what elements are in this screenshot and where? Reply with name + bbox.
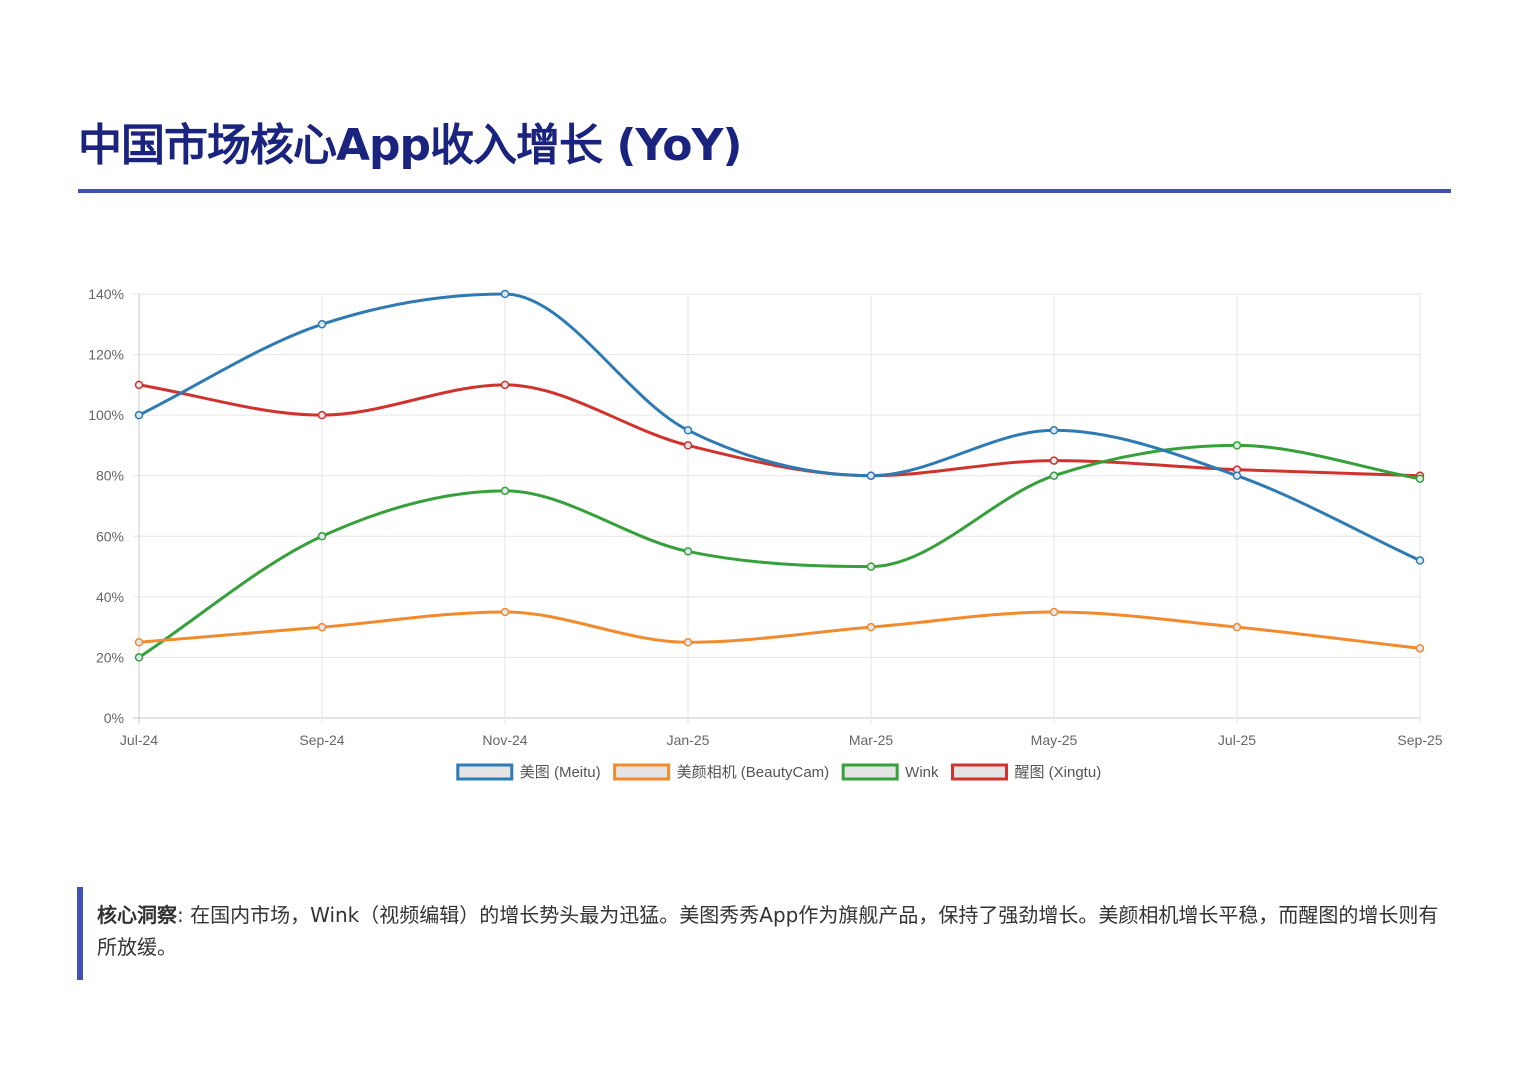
x-tick-label: Jul-25	[1218, 732, 1256, 748]
page-title: 中国市场核心App收入增长 (YoY)	[78, 120, 742, 171]
y-tick-label: 40%	[96, 589, 124, 605]
chart-axes: 0% 20% 40% 60% 80% 100% 120% 140% Jul-24 Sep-24 No…	[88, 286, 1443, 748]
data-point	[1049, 607, 1059, 617]
title-divider	[78, 189, 1451, 193]
legend-label: 醒图 (Xingtu)	[1015, 764, 1102, 781]
legend-item-1: 美颜相机 (BeautyCam)	[613, 763, 830, 781]
legend-item-2: Wink	[841, 763, 939, 781]
legend-item-0: 美图 (Meitu)	[456, 763, 601, 781]
x-tick-label: Jan-25	[667, 732, 710, 748]
data-point	[317, 410, 327, 420]
series-0	[134, 289, 1425, 565]
line-chart: 0% 20% 40% 60% 80% 100% 120% 140% Jul-24 Sep-24 No…	[88, 286, 1443, 781]
legend-swatch	[456, 763, 514, 781]
data-point	[1415, 556, 1425, 565]
legend-swatch	[841, 763, 899, 781]
x-tick-label: Jul-24	[120, 732, 158, 748]
data-point	[683, 547, 693, 556]
data-point	[683, 426, 693, 435]
data-point	[317, 532, 327, 541]
data-point	[500, 289, 510, 299]
legend-swatch	[951, 763, 1009, 781]
legend-label: 美图 (Meitu)	[520, 764, 601, 781]
chart-legend: 美图 (Meitu) 美颜相机 (BeautyCam) Wink 醒图 (Xingtu…	[456, 763, 1102, 781]
series-1	[134, 607, 1425, 653]
data-point	[1415, 474, 1425, 483]
x-tick-label: Sep-25	[1397, 732, 1442, 748]
data-point	[866, 562, 876, 571]
y-tick-label: 140%	[88, 286, 124, 302]
data-point	[1232, 622, 1242, 632]
series-line	[137, 383, 1422, 478]
data-point	[683, 441, 693, 450]
data-point	[500, 380, 510, 390]
x-tick-label: May-25	[1031, 732, 1078, 748]
legend-label: Wink	[905, 764, 939, 781]
data-point	[866, 622, 876, 632]
data-point	[134, 380, 144, 390]
data-point	[134, 653, 144, 662]
data-point	[134, 410, 144, 420]
data-point	[134, 638, 144, 647]
series-2	[134, 441, 1425, 662]
data-point	[500, 486, 510, 496]
data-point	[1232, 471, 1242, 480]
data-point	[1232, 441, 1242, 450]
series-line	[137, 292, 1422, 563]
insight-text: 在国内市场，Wink（视频编辑）的增长势头最为迅猛。美图秀秀App作为旗舰产品，…	[97, 903, 1439, 959]
legend-swatch	[613, 763, 671, 781]
data-point	[866, 471, 876, 480]
y-tick-label: 80%	[96, 468, 124, 484]
x-tick-label: Nov-24	[482, 732, 527, 748]
insight-separator: :	[177, 903, 191, 927]
legend-item-3: 醒图 (Xingtu)	[951, 763, 1102, 781]
data-point	[1049, 426, 1059, 435]
data-point	[317, 320, 327, 329]
insight-label: 核心洞察	[97, 903, 177, 927]
y-tick-label: 20%	[96, 649, 124, 665]
x-tick-label: Mar-25	[849, 732, 894, 748]
chart-series	[134, 289, 1425, 662]
data-point	[317, 622, 327, 632]
data-point	[683, 638, 693, 647]
series-line	[137, 610, 1422, 650]
y-tick-label: 100%	[88, 407, 124, 423]
data-point	[1049, 456, 1059, 465]
x-tick-label: Sep-24	[299, 732, 344, 748]
insight-box: 核心洞察: 在国内市场，Wink（视频编辑）的增长势头最为迅猛。美图秀秀App作…	[77, 887, 1449, 980]
data-point	[500, 607, 510, 617]
data-point	[1049, 471, 1059, 480]
data-point	[1415, 644, 1425, 653]
y-tick-label: 60%	[96, 528, 124, 544]
legend-label: 美颜相机 (BeautyCam)	[677, 764, 830, 781]
series-line	[137, 443, 1422, 659]
y-tick-label: 120%	[88, 347, 124, 363]
chart-grid	[133, 293, 1421, 724]
y-tick-label: 0%	[104, 710, 124, 726]
